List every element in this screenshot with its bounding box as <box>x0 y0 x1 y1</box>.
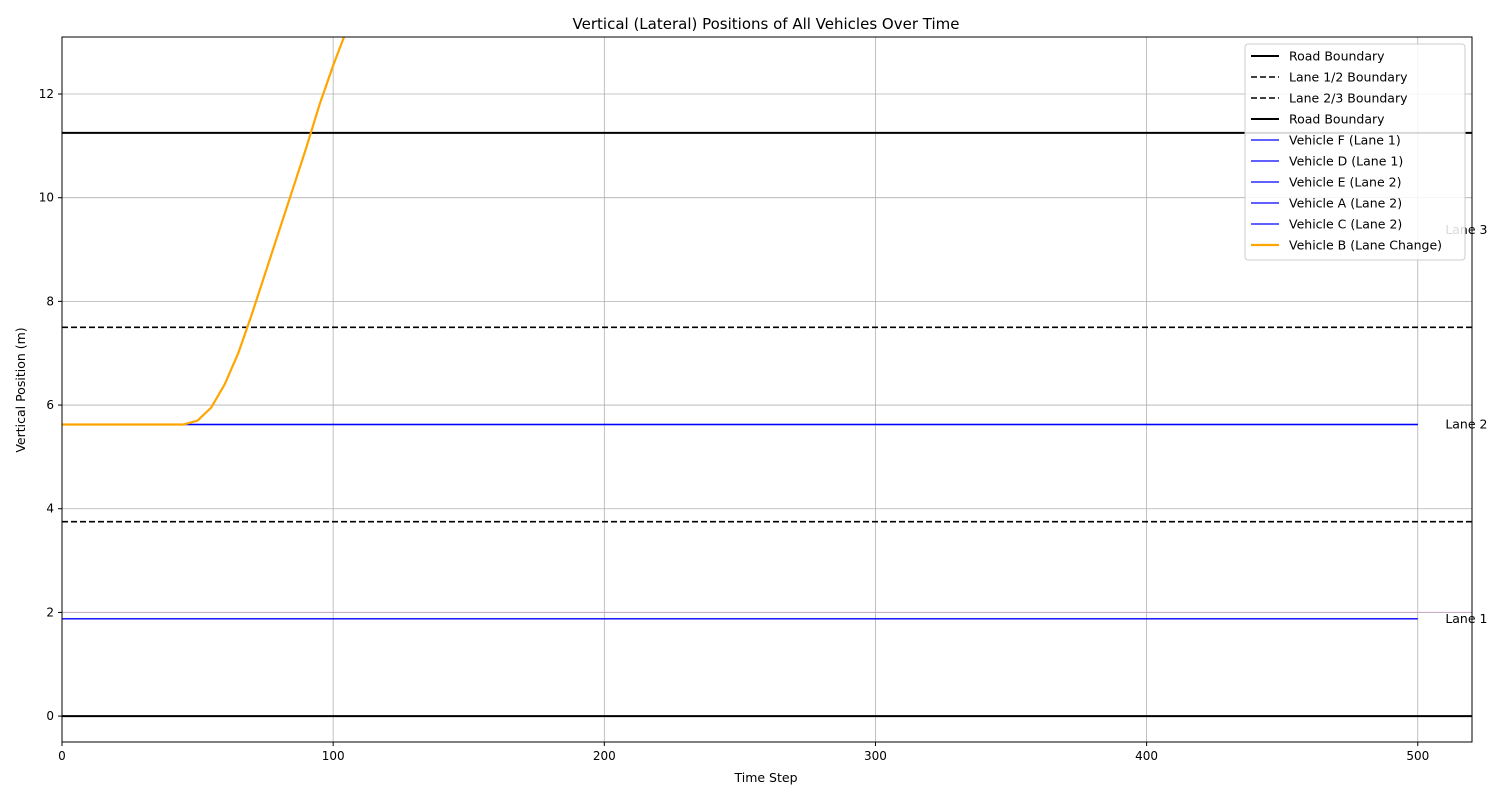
x-tick-label-4: 400 <box>1135 749 1158 763</box>
legend: Road Boundary Lane 1/2 Boundary Lane 2/3 B… <box>1244 43 1466 261</box>
y-tick-label-5: 10 <box>39 191 54 205</box>
lane-label-2: Lane 2 <box>1445 416 1487 431</box>
legend-label-8: Vehicle C (Lane 2) <box>1289 217 1402 232</box>
legend-label-9: Vehicle B (Lane Change) <box>1289 238 1442 253</box>
legend-label-0: Road Boundary <box>1289 49 1385 64</box>
legend-label-7: Vehicle A (Lane 2) <box>1289 196 1402 211</box>
y-axis-label: Vertical Position (m) <box>13 327 28 452</box>
y-tick-label-4: 8 <box>46 294 54 308</box>
y-tick-label-0: 0 <box>46 709 54 723</box>
y-tick-label-2: 4 <box>46 502 54 516</box>
x-tick-label-5: 500 <box>1406 749 1429 763</box>
x-tick-label-3: 300 <box>864 749 887 763</box>
y-tick-label-6: 12 <box>39 87 54 101</box>
x-tick-label-1: 100 <box>322 749 345 763</box>
series-line-5 <box>62 37 346 426</box>
x-tick-label-0: 0 <box>58 749 66 763</box>
y-tick-label-1: 2 <box>46 605 54 619</box>
legend-box <box>1244 43 1466 261</box>
x-tick-label-2: 200 <box>593 749 616 763</box>
legend-label-6: Vehicle E (Lane 2) <box>1289 175 1401 190</box>
chart-title: Vertical (Lateral) Positions of All Vehi… <box>573 15 960 33</box>
legend-label-3: Road Boundary <box>1289 112 1385 127</box>
lane-label-1: Lane 1 <box>1445 611 1487 626</box>
y-tick-label-3: 6 <box>46 398 54 412</box>
legend-label-4: Vehicle F (Lane 1) <box>1289 133 1401 148</box>
legend-label-2: Lane 2/3 Boundary <box>1289 91 1408 106</box>
series-group <box>62 37 1472 718</box>
legend-label-1: Lane 1/2 Boundary <box>1289 70 1408 85</box>
legend-label-5: Vehicle D (Lane 1) <box>1289 154 1403 169</box>
axes-frame <box>61 36 1473 743</box>
x-axis-label: Time Step <box>733 770 797 785</box>
